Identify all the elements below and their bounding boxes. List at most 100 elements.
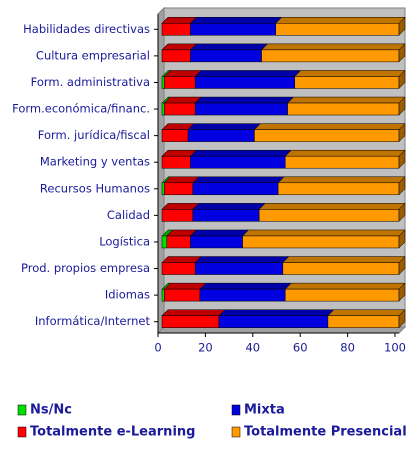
bar — [277, 182, 400, 196]
legend-swatch — [231, 404, 241, 416]
bar — [161, 262, 196, 275]
y-tick-label: Logística — [99, 234, 150, 248]
bar — [161, 23, 191, 36]
y-tick-label: Cultura empresarial — [36, 48, 150, 62]
bar-top — [260, 43, 406, 51]
bar — [164, 76, 196, 89]
y-tick-label: Recursos Humanos — [40, 181, 150, 195]
bar-side — [398, 176, 406, 196]
bar — [161, 315, 220, 328]
bar — [284, 288, 400, 302]
bar-top — [194, 256, 290, 263]
bar-top — [163, 70, 202, 77]
bar-top — [189, 149, 292, 157]
bar-side — [398, 123, 406, 143]
bar-side — [398, 282, 406, 302]
bar — [254, 129, 400, 142]
bar — [161, 49, 191, 63]
bar — [287, 102, 400, 116]
bar — [261, 49, 400, 63]
bar — [192, 209, 260, 222]
bar-top — [161, 203, 200, 210]
bar — [190, 155, 286, 169]
bar — [192, 182, 279, 196]
bar — [161, 155, 191, 169]
legend-swatch — [231, 426, 241, 438]
bar — [161, 182, 165, 196]
bar — [161, 209, 194, 222]
bar — [161, 76, 165, 89]
bar-top — [253, 123, 406, 130]
bar-top — [189, 43, 269, 51]
bar-top — [275, 17, 406, 24]
y-tick-label: Idiomas — [105, 288, 150, 302]
bar — [187, 129, 255, 142]
bar — [161, 129, 189, 142]
y-tick-label: Marketing y ventas — [40, 155, 150, 169]
bar-top — [163, 282, 207, 290]
legend-label: Totalmente e-Learning — [30, 425, 195, 440]
bar — [164, 102, 196, 116]
bar-top — [189, 17, 283, 24]
x-tick-label: 100 — [384, 341, 406, 355]
legend-swatch — [17, 404, 27, 416]
bar-top — [192, 203, 266, 210]
bar-side — [398, 43, 406, 63]
bar-side — [398, 309, 406, 329]
legend-label: Ns/Nc — [30, 403, 72, 418]
bar — [258, 209, 400, 222]
bar-side — [398, 202, 406, 222]
legend-label: Totalmente Presencial — [244, 425, 407, 440]
bar-top — [192, 176, 285, 184]
bar — [194, 262, 284, 275]
bar — [164, 288, 201, 302]
y-tick-label: Form. administrativa — [31, 75, 150, 89]
bar — [194, 102, 288, 116]
y-tick-label: Habilidades directivas — [23, 22, 150, 36]
bar-side — [398, 69, 406, 90]
bar — [199, 288, 286, 302]
bar-top — [189, 229, 250, 237]
bar — [161, 288, 165, 302]
bar — [190, 235, 243, 249]
bar — [218, 315, 329, 328]
bar-top — [194, 96, 295, 104]
x-tick-label: 60 — [293, 341, 308, 355]
x-tick-label: 40 — [245, 341, 260, 355]
bar — [275, 23, 400, 36]
bar-top — [199, 282, 292, 290]
bar — [164, 182, 194, 196]
bar-top — [277, 176, 406, 184]
bar-top — [161, 309, 226, 316]
y-tick-label: Calidad — [107, 208, 150, 222]
bar-top — [218, 309, 335, 316]
bar-top — [294, 70, 406, 77]
bar-side — [398, 255, 406, 276]
bar-top — [258, 203, 406, 210]
x-tick-label: 0 — [154, 341, 161, 355]
bar — [284, 155, 400, 169]
legend-label: Mixta — [244, 403, 285, 418]
bar-side — [398, 16, 406, 36]
y-tick-label: Form. jurídica/fiscal — [38, 128, 150, 142]
x-tick-label: 20 — [198, 341, 213, 355]
legend-swatch — [17, 426, 27, 438]
bar-side — [398, 96, 406, 116]
y-tick-label: Informática/Internet — [35, 314, 151, 328]
bar — [194, 76, 295, 89]
bar-top — [327, 309, 406, 316]
bar-side — [398, 229, 406, 249]
bar — [327, 315, 400, 328]
bar — [242, 235, 400, 249]
x-tick-label: 80 — [340, 341, 355, 355]
bar — [282, 262, 400, 275]
bar-top — [284, 282, 406, 290]
y-tick-label: Form.económica/financ. — [12, 102, 150, 116]
bar-top — [187, 123, 262, 130]
bar — [166, 235, 191, 249]
bar-top — [287, 96, 406, 104]
y-tick-label: Prod. propios empresa — [21, 261, 150, 275]
bar — [190, 49, 262, 63]
bar-top — [284, 149, 406, 157]
